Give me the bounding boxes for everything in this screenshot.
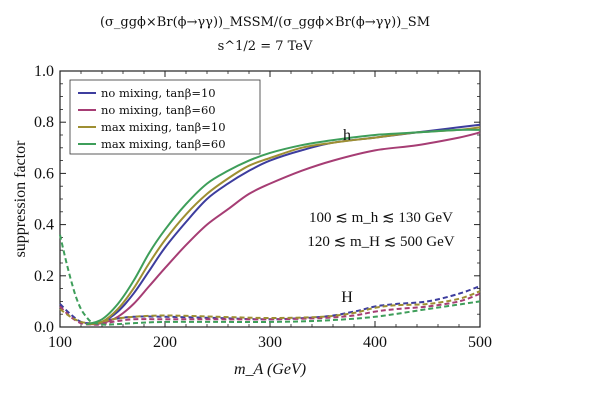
chart-title: (σ_ggϕ×Br(ϕ→γγ))_MSSM/(σ_ggϕ×Br(ϕ→γγ))_S… bbox=[100, 15, 430, 30]
legend-label-1: no mixing, tanβ=10 bbox=[101, 86, 216, 100]
y-tick-label: 0.2 bbox=[34, 268, 54, 285]
x-tick-label: 200 bbox=[153, 334, 177, 351]
chart-subtitle: s^1/2 = 7 TeV bbox=[218, 39, 313, 54]
h-curve-label: h bbox=[343, 127, 351, 144]
H-curve-series-4 bbox=[59, 234, 481, 326]
y-tick-label: 1.0 bbox=[34, 63, 54, 80]
x-tick-label: 300 bbox=[258, 334, 282, 351]
legend-label-3: max mixing, tanβ=10 bbox=[101, 120, 226, 134]
x-tick-label: 500 bbox=[468, 334, 492, 351]
h-curve-series-3 bbox=[86, 126, 481, 326]
mh-range-annotation: 100 ≲ m_h ≲ 130 GeV bbox=[309, 210, 453, 226]
legend-label-4: max mixing, tanβ=60 bbox=[101, 137, 226, 151]
x-tick-label: 100 bbox=[48, 334, 72, 351]
legend-label-2: no mixing, tanβ=60 bbox=[101, 103, 216, 117]
series-lines bbox=[59, 123, 481, 326]
h-curve-series-4 bbox=[86, 128, 481, 326]
H-curve-label: H bbox=[341, 289, 353, 306]
y-tick-label: 0.8 bbox=[34, 114, 54, 131]
y-tick-label: 0.0 bbox=[34, 319, 54, 336]
axis-ticks: 100 200 300 400 500 0.0 0.2 0.4 0.6 0.8 1.0 bbox=[34, 63, 492, 351]
legend: no mixing, tanβ=10 no mixing, tanβ=60 max … bbox=[69, 79, 261, 155]
x-axis-label: m_A (GeV) bbox=[234, 361, 306, 378]
x-tick-label: 400 bbox=[363, 334, 387, 351]
y-tick-label: 0.6 bbox=[34, 165, 54, 182]
legend-box bbox=[69, 79, 261, 155]
mH-range-annotation: 120 ≲ m_H ≲ 500 GeV bbox=[307, 234, 454, 250]
h-curve-series-2 bbox=[86, 131, 481, 326]
y-axis-label: suppression factor bbox=[12, 140, 29, 258]
y-tick-label: 0.4 bbox=[34, 217, 54, 234]
